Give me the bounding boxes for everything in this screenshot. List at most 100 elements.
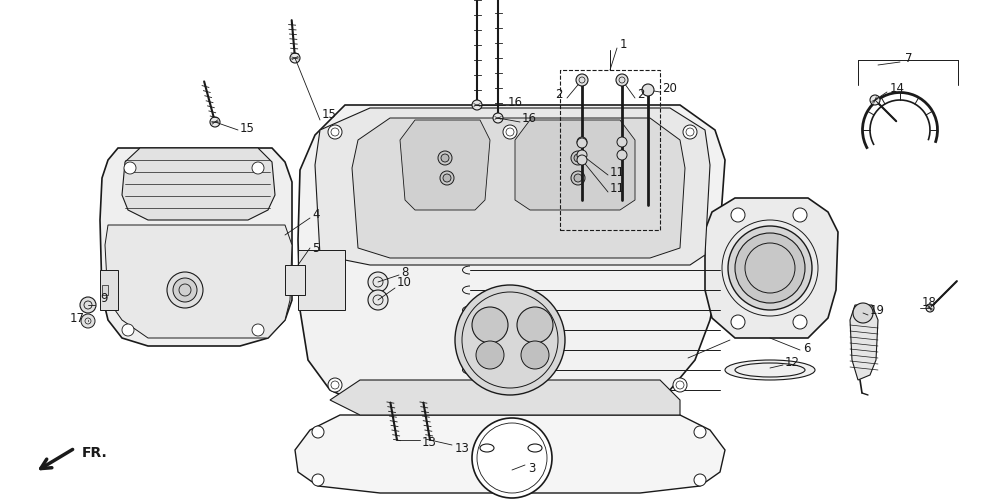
- Text: 14: 14: [890, 82, 905, 94]
- Circle shape: [577, 155, 587, 165]
- Text: 15: 15: [322, 108, 337, 122]
- Text: 13: 13: [422, 436, 436, 450]
- Text: MOTO: MOTO: [404, 288, 455, 302]
- Text: 15: 15: [240, 122, 255, 134]
- Text: FR.: FR.: [82, 446, 108, 460]
- Circle shape: [793, 208, 807, 222]
- Circle shape: [793, 315, 807, 329]
- Circle shape: [616, 74, 628, 86]
- Polygon shape: [315, 108, 710, 265]
- Text: 19: 19: [870, 304, 885, 316]
- Circle shape: [673, 378, 687, 392]
- Circle shape: [493, 113, 503, 123]
- Text: 13: 13: [455, 442, 469, 454]
- Circle shape: [472, 100, 482, 110]
- Text: 10: 10: [397, 276, 411, 289]
- Circle shape: [683, 125, 697, 139]
- Polygon shape: [352, 118, 685, 258]
- Text: 5: 5: [312, 242, 319, 254]
- Circle shape: [312, 474, 324, 486]
- Circle shape: [81, 314, 95, 328]
- Circle shape: [574, 174, 582, 182]
- Polygon shape: [100, 148, 292, 346]
- Circle shape: [167, 272, 203, 308]
- Text: 6: 6: [803, 342, 811, 354]
- Circle shape: [731, 208, 745, 222]
- Circle shape: [728, 226, 812, 310]
- Text: 7: 7: [905, 52, 913, 64]
- Text: 18: 18: [922, 296, 937, 308]
- Polygon shape: [105, 225, 292, 338]
- Polygon shape: [515, 120, 635, 210]
- Text: 12: 12: [785, 356, 800, 368]
- Circle shape: [694, 474, 706, 486]
- Circle shape: [328, 125, 342, 139]
- Text: 11: 11: [610, 166, 625, 178]
- Circle shape: [853, 303, 873, 323]
- Circle shape: [124, 162, 136, 174]
- Text: 8: 8: [401, 266, 408, 278]
- Polygon shape: [330, 380, 680, 415]
- Circle shape: [472, 418, 552, 498]
- Circle shape: [617, 137, 627, 147]
- Circle shape: [735, 233, 805, 303]
- Circle shape: [642, 84, 654, 96]
- Polygon shape: [705, 198, 838, 338]
- Circle shape: [870, 95, 880, 105]
- Circle shape: [577, 137, 587, 147]
- Circle shape: [80, 297, 96, 313]
- Circle shape: [455, 285, 565, 395]
- Text: 9: 9: [100, 292, 107, 304]
- Circle shape: [503, 125, 517, 139]
- Circle shape: [571, 151, 585, 165]
- Text: 16: 16: [522, 112, 537, 124]
- Circle shape: [438, 151, 452, 165]
- Circle shape: [368, 272, 388, 292]
- Circle shape: [574, 154, 582, 162]
- Polygon shape: [850, 305, 878, 380]
- Circle shape: [122, 324, 134, 336]
- Text: 4: 4: [312, 208, 319, 222]
- Circle shape: [252, 162, 264, 174]
- Text: 2: 2: [555, 88, 563, 102]
- Circle shape: [694, 426, 706, 438]
- Bar: [560, 70, 660, 230]
- Circle shape: [576, 74, 588, 86]
- Text: 16: 16: [508, 96, 523, 108]
- Ellipse shape: [725, 360, 815, 380]
- Circle shape: [517, 307, 553, 343]
- Circle shape: [577, 138, 587, 148]
- Text: 20: 20: [662, 82, 677, 94]
- Circle shape: [443, 174, 451, 182]
- Circle shape: [472, 307, 508, 343]
- Polygon shape: [122, 148, 275, 220]
- Circle shape: [521, 341, 549, 369]
- Circle shape: [210, 117, 220, 127]
- Text: 3: 3: [528, 462, 536, 474]
- Text: 17: 17: [70, 312, 85, 324]
- Circle shape: [328, 378, 342, 392]
- Polygon shape: [400, 120, 490, 210]
- Text: 1: 1: [620, 38, 628, 52]
- Polygon shape: [100, 270, 118, 310]
- Polygon shape: [285, 265, 305, 295]
- Circle shape: [441, 154, 449, 162]
- Circle shape: [368, 290, 388, 310]
- Circle shape: [926, 304, 934, 312]
- Circle shape: [440, 171, 454, 185]
- Polygon shape: [298, 105, 725, 415]
- Circle shape: [476, 341, 504, 369]
- Circle shape: [577, 150, 587, 160]
- Text: 2: 2: [637, 88, 645, 102]
- Circle shape: [173, 278, 197, 302]
- Polygon shape: [295, 415, 725, 493]
- Circle shape: [252, 324, 264, 336]
- Circle shape: [617, 150, 627, 160]
- Text: 11: 11: [610, 182, 625, 194]
- Circle shape: [290, 53, 300, 63]
- Polygon shape: [298, 250, 345, 310]
- Circle shape: [731, 315, 745, 329]
- Circle shape: [312, 426, 324, 438]
- Circle shape: [571, 171, 585, 185]
- Polygon shape: [102, 285, 108, 295]
